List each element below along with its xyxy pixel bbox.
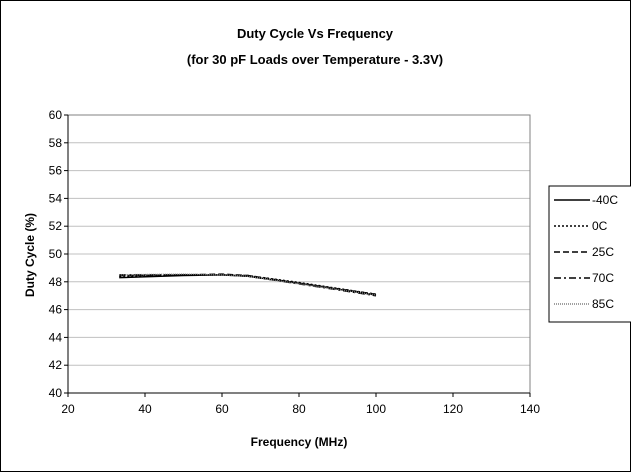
- x-axis-title: Frequency (MHz): [251, 435, 348, 449]
- legend-label-0C: 0C: [592, 219, 608, 233]
- legend-label--40C: -40C: [592, 193, 618, 207]
- y-tick-label: 44: [49, 330, 63, 344]
- series-line-70C: [119, 274, 377, 297]
- legend-label-85C: 85C: [592, 297, 614, 311]
- x-tick-label: 60: [215, 402, 229, 416]
- y-tick-label: 42: [49, 358, 63, 372]
- legend: -40C 0C 25C 70C 85C: [548, 185, 631, 323]
- series-line-0C: [119, 274, 377, 296]
- legend-box: [548, 185, 631, 323]
- y-tick-label: 40: [49, 386, 63, 400]
- x-tick-label: 100: [366, 402, 386, 416]
- chart-subtitle: (for 30 pF Loads over Temperature - 3.3V…: [187, 52, 443, 67]
- legend-label-70C: 70C: [592, 271, 614, 285]
- y-axis-title: Duty Cycle (%): [23, 213, 37, 297]
- y-tick-label: 54: [49, 191, 63, 205]
- series-lines: [119, 273, 377, 297]
- grid-lines: [68, 114, 530, 394]
- x-tick-label: 140: [520, 402, 540, 416]
- y-tick-label: 50: [49, 247, 63, 261]
- y-tick-label: 56: [49, 164, 63, 178]
- y-tick-label: 52: [49, 219, 63, 233]
- x-axis: 20 40 60 80 100 120 140: [61, 392, 540, 416]
- x-tick-label: 40: [138, 402, 152, 416]
- y-tick-label: 60: [49, 108, 63, 122]
- y-tick-label: 46: [49, 303, 63, 317]
- x-tick-label: 80: [292, 402, 306, 416]
- y-tick-label: 48: [49, 275, 63, 289]
- series-line-85C: [119, 273, 377, 296]
- x-tick-label: 120: [443, 402, 463, 416]
- legend-label-25C: 25C: [592, 245, 614, 259]
- y-tick-label: 58: [49, 136, 63, 150]
- chart-title: Duty Cycle Vs Frequency: [237, 26, 394, 41]
- series-line--40C: [119, 274, 377, 296]
- series-line-25C: [119, 273, 377, 296]
- x-tick-label: 20: [61, 402, 75, 416]
- y-axis: 40 42 44 46 48 50 52 54 56 58 60: [49, 108, 69, 400]
